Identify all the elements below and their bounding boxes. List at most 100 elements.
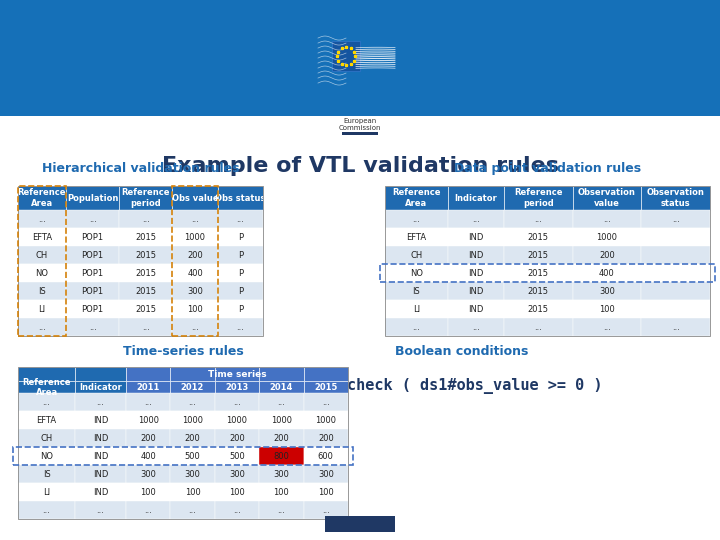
Text: 2015: 2015	[528, 287, 549, 295]
Text: 200: 200	[229, 434, 245, 443]
Bar	[126, 483, 171, 501]
Text: IND: IND	[468, 251, 483, 260]
Text: 1000: 1000	[182, 416, 203, 424]
Text: 2014: 2014	[270, 383, 293, 391]
Bar	[173, 300, 217, 318]
Bar	[385, 210, 448, 228]
Bar	[259, 411, 304, 429]
Bar	[66, 282, 120, 300]
Bar	[259, 447, 304, 465]
Bar	[120, 210, 173, 228]
Text: European
Commission: European Commission	[338, 118, 382, 131]
Bar	[18, 367, 75, 381]
Bar	[215, 501, 259, 519]
Text: 2015: 2015	[135, 268, 156, 278]
Bar	[0, 0, 720, 116]
Text: ...: ...	[42, 505, 50, 515]
Text: P: P	[238, 233, 243, 241]
Text: Reference
period: Reference period	[122, 188, 170, 208]
Text: 600: 600	[318, 451, 334, 461]
Text: ...: ...	[38, 322, 46, 332]
Bar	[18, 381, 75, 393]
Bar	[75, 367, 126, 381]
Bar	[304, 465, 348, 483]
Bar	[504, 228, 572, 246]
Bar	[642, 246, 710, 264]
Text: LI: LI	[413, 305, 420, 314]
Bar	[126, 465, 171, 483]
Text: NO: NO	[410, 268, 423, 278]
Bar	[215, 483, 259, 501]
Bar	[13, 447, 353, 465]
Bar	[66, 246, 120, 264]
Text: Reference
Area: Reference Area	[22, 377, 71, 397]
Text: P: P	[238, 268, 243, 278]
Text: ...: ...	[89, 214, 96, 224]
Bar	[504, 210, 572, 228]
Bar	[259, 429, 304, 447]
Bar	[385, 300, 448, 318]
Bar	[18, 465, 75, 483]
Text: 300: 300	[184, 470, 200, 478]
Text: Observation
status: Observation status	[647, 188, 705, 208]
Text: 100: 100	[318, 488, 333, 497]
Bar	[126, 429, 171, 447]
Bar	[215, 411, 259, 429]
Text: 200: 200	[184, 434, 200, 443]
Text: 100: 100	[184, 488, 200, 497]
Bar	[642, 228, 710, 246]
Bar	[75, 429, 126, 447]
Text: ...: ...	[191, 214, 199, 224]
Text: EFTA: EFTA	[32, 233, 52, 241]
Text: Example of VTL validation rules: Example of VTL validation rules	[161, 156, 559, 176]
Text: POP1: POP1	[81, 251, 104, 260]
Bar	[448, 264, 504, 282]
Bar	[304, 411, 348, 429]
Bar	[75, 483, 126, 501]
Text: IND: IND	[93, 470, 108, 478]
Bar	[572, 318, 642, 336]
Text: IND: IND	[468, 233, 483, 241]
Bar	[259, 367, 304, 381]
Bar	[171, 483, 215, 501]
Bar	[304, 393, 348, 411]
Text: LI: LI	[38, 305, 45, 314]
Bar	[504, 318, 572, 336]
Text: 400: 400	[187, 268, 203, 278]
Text: EFTA: EFTA	[406, 233, 426, 241]
Bar	[171, 465, 215, 483]
Text: IS: IS	[38, 287, 46, 295]
Bar	[217, 228, 263, 246]
Bar	[18, 186, 66, 336]
Bar	[504, 282, 572, 300]
Text: ...: ...	[413, 322, 420, 332]
Text: 100: 100	[229, 488, 245, 497]
Bar	[215, 393, 259, 411]
Text: 100: 100	[599, 305, 615, 314]
Text: Observation
value: Observation value	[578, 188, 636, 208]
Text: ...: ...	[191, 322, 199, 332]
Bar	[448, 282, 504, 300]
Bar	[217, 246, 263, 264]
Bar	[120, 318, 173, 336]
Bar	[385, 186, 448, 210]
Text: NO: NO	[35, 268, 48, 278]
Text: ...: ...	[277, 397, 285, 407]
Text: 2015: 2015	[528, 251, 549, 260]
Text: 300: 300	[318, 470, 334, 478]
Text: IND: IND	[468, 287, 483, 295]
Text: Data point validation rules: Data point validation rules	[454, 161, 641, 174]
Bar	[18, 447, 75, 465]
Text: 300: 300	[274, 470, 289, 478]
Text: ...: ...	[672, 322, 680, 332]
Text: ...: ...	[672, 214, 680, 224]
Bar	[66, 186, 120, 210]
Text: 2015: 2015	[314, 383, 338, 391]
Bar	[259, 501, 304, 519]
Text: 2011: 2011	[136, 383, 160, 391]
Text: 100: 100	[187, 305, 203, 314]
Bar	[120, 264, 173, 282]
Bar	[126, 447, 171, 465]
Bar	[259, 483, 304, 501]
Bar	[385, 246, 448, 264]
